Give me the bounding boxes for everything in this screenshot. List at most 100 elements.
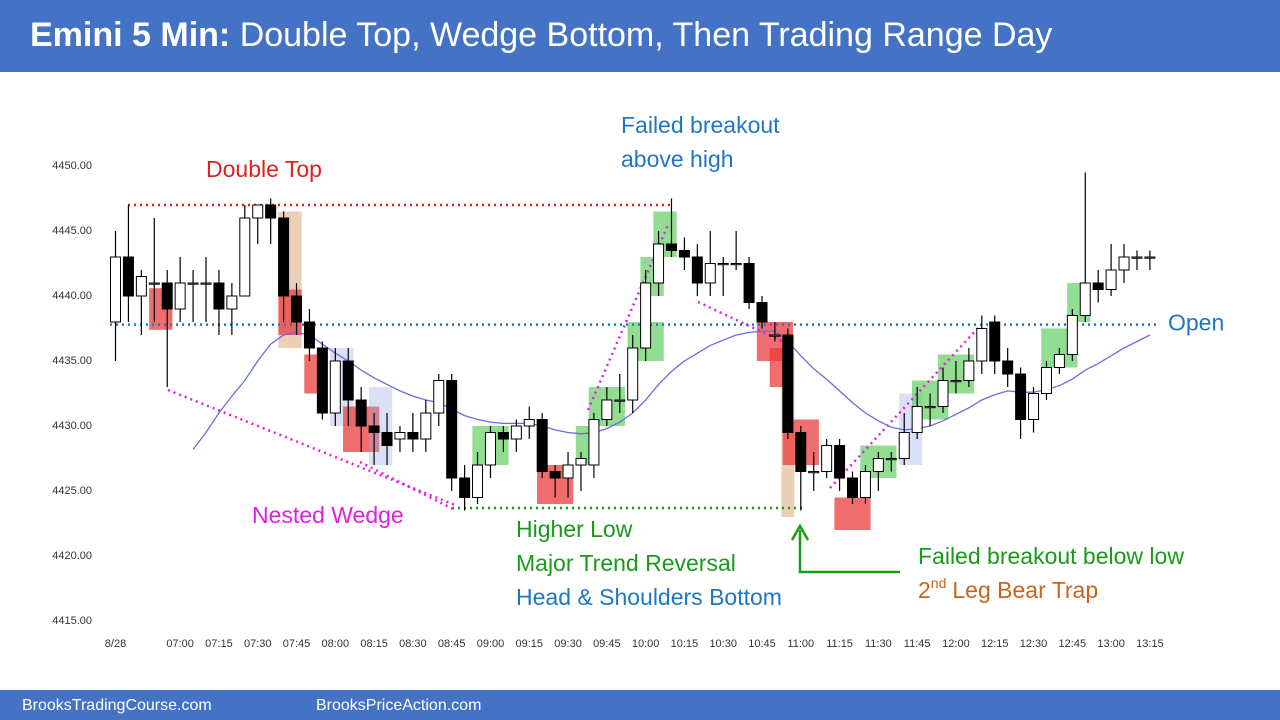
annotation: Failed breakout below low xyxy=(918,543,1184,569)
candle-body xyxy=(976,328,988,362)
y-tick-label: 4430.00 xyxy=(52,420,92,432)
x-tick-label: 07:30 xyxy=(244,638,272,650)
wedge-line xyxy=(167,388,456,507)
candle-body xyxy=(446,380,458,479)
x-tick-label: 09:30 xyxy=(554,638,582,650)
candle-body xyxy=(1144,256,1156,259)
annotation-superscript: nd xyxy=(931,575,947,591)
x-tick-label: 10:45 xyxy=(748,638,776,650)
candle-body xyxy=(1066,315,1078,355)
candle-body xyxy=(665,243,677,251)
candle-body xyxy=(265,204,277,219)
annotation: Failed breakout xyxy=(621,112,780,138)
x-tick-label: 13:00 xyxy=(1097,638,1125,650)
candle-body xyxy=(523,419,535,427)
candle-body xyxy=(1015,373,1027,420)
annotation: 2nd Leg Bear Trap xyxy=(918,575,1098,603)
candle-body xyxy=(808,471,820,474)
y-tick-label: 4440.00 xyxy=(52,290,92,302)
candle-body xyxy=(497,432,509,440)
candle-body xyxy=(562,464,574,479)
candle-body xyxy=(1053,354,1065,368)
candle-body xyxy=(549,471,561,479)
arrow-line xyxy=(798,530,900,574)
y-tick-label: 4415.00 xyxy=(52,615,92,627)
candle-body xyxy=(510,425,522,440)
candle-body xyxy=(963,360,975,381)
x-tick-label: 08:30 xyxy=(399,638,427,650)
candle-body xyxy=(1105,269,1117,290)
candle-body xyxy=(342,360,354,401)
candle-body xyxy=(135,276,147,297)
candle-body xyxy=(122,256,134,297)
x-tick-label: 12:15 xyxy=(981,638,1009,650)
candle-body xyxy=(756,302,768,323)
highlights xyxy=(149,211,1091,530)
x-tick-label: 10:30 xyxy=(709,638,737,650)
candle-body xyxy=(303,321,315,349)
candle-body xyxy=(459,477,471,498)
candle-body xyxy=(588,419,600,466)
candle-body xyxy=(937,380,949,407)
candle-body xyxy=(291,295,303,323)
title-bold: Emini 5 Min: xyxy=(30,16,230,54)
candle-body xyxy=(484,432,496,466)
candle-body xyxy=(847,477,859,498)
candle-body xyxy=(394,432,406,440)
candle-body xyxy=(252,204,264,219)
candle-body xyxy=(1028,393,1040,420)
candle-body xyxy=(1092,282,1104,290)
candle-body xyxy=(821,445,833,472)
x-tick-label: 09:15 xyxy=(515,638,543,650)
y-tick-label: 4450.00 xyxy=(52,160,92,172)
x-tick-label: 11:00 xyxy=(787,638,814,650)
title-rest: Double Top, Wedge Bottom, Then Trading R… xyxy=(240,16,1053,54)
annotation: Nested Wedge xyxy=(252,502,404,528)
candle-body xyxy=(316,347,328,414)
arrow xyxy=(790,523,900,574)
candle-body xyxy=(924,406,936,409)
annotation-number: 2 xyxy=(918,577,931,603)
candle-body xyxy=(614,399,626,402)
candle-body xyxy=(950,380,962,383)
x-tick-label: 12:45 xyxy=(1059,638,1087,650)
candle-body xyxy=(782,334,794,433)
candle-body xyxy=(885,458,897,461)
x-tick-label: 11:15 xyxy=(826,638,853,650)
candle-body xyxy=(161,282,173,310)
annotation: Higher Low xyxy=(516,516,633,542)
candle-body xyxy=(355,399,367,427)
annotation: Double Top xyxy=(206,156,322,182)
candle-body xyxy=(730,263,742,266)
candle-body xyxy=(329,360,341,414)
candle-body xyxy=(1002,360,1014,375)
x-tick-label: 11:30 xyxy=(865,638,892,650)
candle-body xyxy=(226,295,238,310)
y-tick-label: 4425.00 xyxy=(52,485,92,497)
title: Emini 5 Min: Double Top, Wedge Bottom, T… xyxy=(30,16,1052,54)
x-tick-label: 10:00 xyxy=(632,638,660,650)
candle-body xyxy=(1131,256,1143,259)
candle-body xyxy=(627,347,639,401)
candle-body xyxy=(795,432,807,472)
candle-body xyxy=(536,419,548,472)
y-tick-label: 4445.00 xyxy=(52,225,92,237)
annotation-rest: Leg Bear Trap xyxy=(952,577,1098,603)
x-tick-label: 08:00 xyxy=(322,638,350,650)
candle-body xyxy=(420,412,432,440)
footer-right: BrooksPriceAction.com xyxy=(316,697,481,714)
x-tick-label: 07:00 xyxy=(166,638,194,650)
trend-line xyxy=(829,327,979,489)
annotation: Head & Shoulders Bottom xyxy=(516,584,782,610)
candle-body xyxy=(472,464,484,498)
candle-body xyxy=(989,321,1001,362)
candle-body xyxy=(213,282,225,310)
open-label: Open xyxy=(1168,310,1224,336)
x-tick-label: 09:00 xyxy=(477,638,505,650)
candle-body xyxy=(872,458,884,472)
candle-body xyxy=(1118,256,1130,271)
candle-body xyxy=(859,471,871,498)
x-tick-label: 08:45 xyxy=(438,638,466,650)
